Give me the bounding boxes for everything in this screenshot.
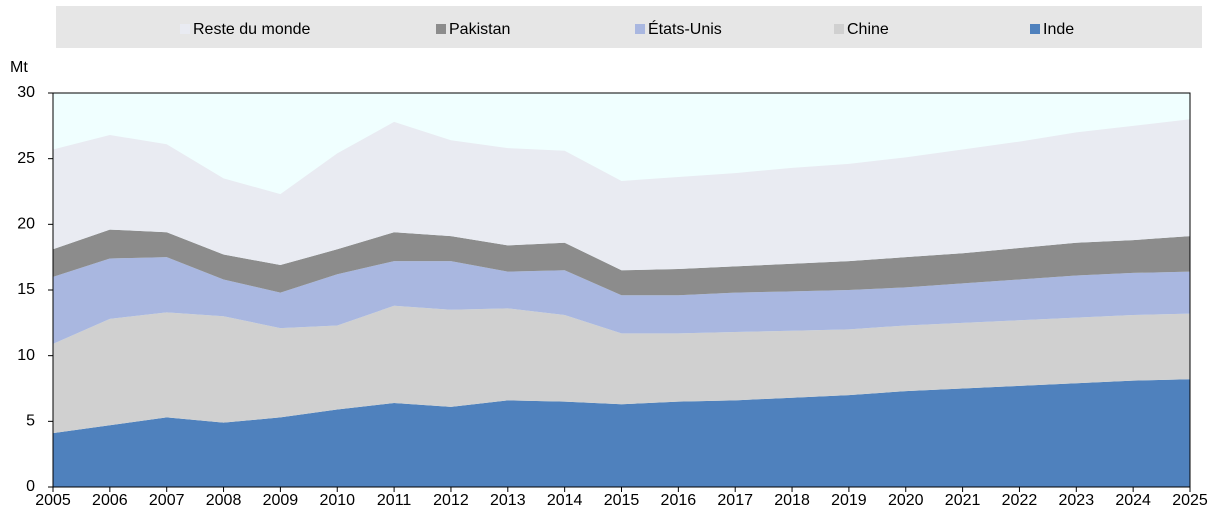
legend-label: Chine [847,21,889,38]
y-tick-label: 15 [17,281,35,298]
x-tick-label: 2012 [433,492,469,509]
x-tick-label: 2025 [1172,492,1208,509]
area [53,379,1190,487]
x-tick-label: 2008 [206,492,242,509]
area [53,257,1190,344]
x-tick-label: 2010 [319,492,355,509]
x-tick-label: 2020 [888,492,924,509]
x-tick-label: 2019 [831,492,867,509]
x-tick-label: 2013 [490,492,526,509]
area [53,305,1190,434]
x-tick-label: 2005 [35,492,71,509]
x-tick-label: 2024 [1115,492,1151,509]
legend-swatch [1030,24,1040,34]
x-tick-label: 2022 [1002,492,1038,509]
x-tick-label: 2018 [774,492,810,509]
y-tick-label: 10 [17,347,35,364]
y-tick-label: 5 [26,413,35,430]
legend-background [56,6,1202,48]
legend-label: Inde [1043,21,1074,38]
y-tick-label: 25 [17,150,35,167]
x-tick-label: 2009 [263,492,299,509]
x-tick-label: 2021 [945,492,981,509]
x-tick-label: 2015 [604,492,640,509]
x-tick-label: 2006 [92,492,128,509]
x-tick-label: 2023 [1059,492,1095,509]
x-tick-label: 2014 [547,492,583,509]
legend-swatch [180,24,190,34]
y-tick-label: 0 [26,478,35,495]
area [53,119,1190,271]
legend-swatch [436,24,446,34]
legend-swatch [635,24,645,34]
legend-swatch [834,24,844,34]
legend-label: Pakistan [449,21,510,38]
x-tick-label: 2017 [717,492,753,509]
y-tick-label: 20 [17,216,35,233]
legend-label: États-Unis [648,19,722,38]
y-tick-label: 30 [17,84,35,101]
y-axis-label: Mt [10,59,28,76]
x-tick-label: 2011 [377,492,412,509]
area [53,229,1190,296]
x-tick-label: 2007 [149,492,185,509]
legend-label: Reste du monde [193,21,311,38]
x-tick-label: 2016 [661,492,697,509]
